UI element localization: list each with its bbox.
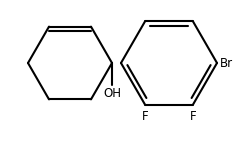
Text: F: F [190, 110, 196, 123]
Text: OH: OH [103, 87, 121, 100]
Text: F: F [142, 110, 148, 123]
Text: Br: Br [220, 56, 233, 70]
